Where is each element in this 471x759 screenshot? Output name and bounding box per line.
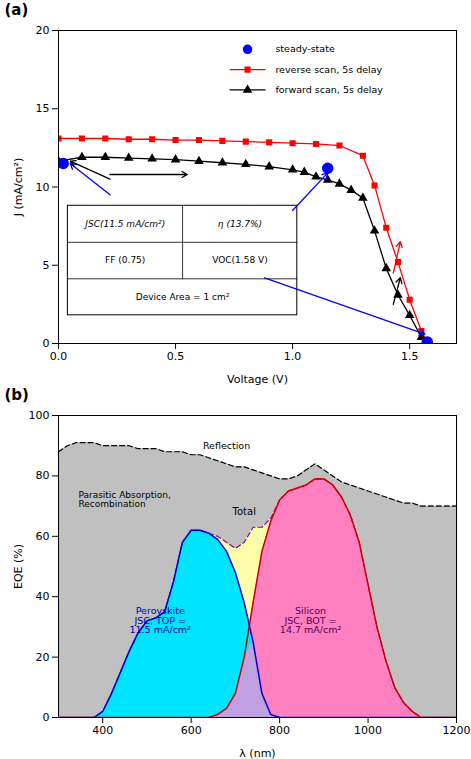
svg-text:600: 600 [181,724,202,737]
svg-text:Device Area = 1 cm²: Device Area = 1 cm² [136,292,230,302]
svg-text:Reflection: Reflection [203,440,250,451]
svg-text:1200: 1200 [443,724,471,737]
svg-text:400: 400 [92,724,113,737]
svg-text:Parasitic Absorption,Recombina: Parasitic Absorption,Recombination [78,490,170,509]
svg-text:(b): (b) [5,386,29,404]
svg-text:60: 60 [36,530,50,543]
svg-text:VOC(1.58 V): VOC(1.58 V) [212,255,267,265]
svg-text:0: 0 [43,711,50,724]
svg-text:1.0: 1.0 [284,350,302,363]
svg-text:λ (nm): λ (nm) [239,747,275,759]
svg-text:FF (0.75): FF (0.75) [105,255,145,265]
svg-text:10: 10 [36,181,50,194]
svg-text:0: 0 [43,337,50,350]
svg-text:0.5: 0.5 [167,350,185,363]
svg-text:20: 20 [36,651,50,664]
svg-text:steady-state: steady-state [275,43,334,54]
svg-text:(a): (a) [5,1,29,19]
svg-text:Total: Total [232,506,256,517]
svg-text:20: 20 [36,24,50,37]
svg-text:PerovskiteJSC, TOP =11.5 mA/cm: PerovskiteJSC, TOP =11.5 mA/cm² [130,605,192,635]
svg-text:80: 80 [36,469,50,482]
svg-text:EQE (%): EQE (%) [12,544,25,589]
svg-text:J (mA/cm²): J (mA/cm²) [12,158,25,217]
svg-text:η (13.7%): η (13.7%) [218,219,262,229]
svg-text:1.5: 1.5 [401,350,419,363]
svg-text:100: 100 [29,409,50,422]
svg-text:SiliconJSC, BOT =14.7 mA/cm²: SiliconJSC, BOT =14.7 mA/cm² [280,605,342,635]
svg-text:5: 5 [43,259,50,272]
svg-text:40: 40 [36,590,50,603]
svg-text:Voltage (V): Voltage (V) [227,373,288,386]
svg-text:1000: 1000 [354,724,382,737]
svg-text:800: 800 [269,724,290,737]
svg-text:0.0: 0.0 [50,350,68,363]
svg-text:reverse scan, 5s delay: reverse scan, 5s delay [275,64,382,75]
svg-text:15: 15 [36,102,50,115]
svg-text:forward scan, 5s delay: forward scan, 5s delay [275,84,383,95]
svg-text:JSC(11.5 mA/cm²): JSC(11.5 mA/cm²) [83,219,165,229]
